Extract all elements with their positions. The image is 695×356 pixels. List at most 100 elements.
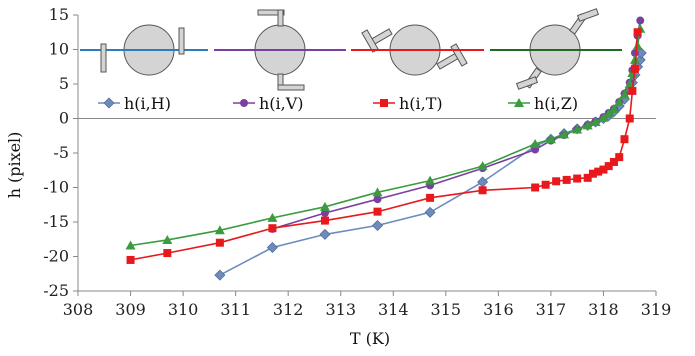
legend-marker <box>103 97 115 109</box>
tilted-probe <box>351 24 484 76</box>
data-point <box>598 112 609 122</box>
data-point <box>620 135 629 144</box>
data-point <box>214 269 226 281</box>
data-point <box>477 161 488 171</box>
probe-arm <box>277 84 305 91</box>
legend-item-h(i,H): h(i,H) <box>98 94 171 113</box>
data-point <box>319 228 331 240</box>
probe-arm <box>257 9 285 16</box>
data-point <box>604 162 613 171</box>
tilted-probe-z <box>490 8 622 90</box>
data-point <box>268 224 277 233</box>
x-tick-label: 319 <box>641 300 672 319</box>
legend-item-h(i,T): h(i,T) <box>373 94 443 113</box>
data-point <box>630 64 639 73</box>
probe-illustrations <box>80 8 622 91</box>
data-point <box>632 41 643 51</box>
x-tick-label: 308 <box>63 300 94 319</box>
data-point <box>162 234 173 244</box>
data-point <box>531 183 540 192</box>
probe-arm <box>515 76 539 90</box>
data-point <box>599 165 608 174</box>
data-point <box>320 216 329 225</box>
x-tick-label: 313 <box>325 300 356 319</box>
data-point <box>625 114 634 123</box>
legend-marker <box>240 99 248 107</box>
legend: h(i,H) h(i,V) h(i,T) h(i,Z) <box>98 94 578 113</box>
y-tick-label: -25 <box>43 281 69 300</box>
data-point <box>424 206 436 218</box>
data-point <box>373 195 382 204</box>
data-point <box>628 86 637 95</box>
legend-label: h(i,V) <box>259 94 304 113</box>
data-point <box>373 207 382 216</box>
horizontal-probe <box>80 24 208 76</box>
y-tick-label: -10 <box>43 178 69 197</box>
x-tick-label: 312 <box>273 300 304 319</box>
data-point <box>372 187 383 197</box>
data-point <box>594 167 603 176</box>
data-point <box>214 225 225 235</box>
data-point <box>478 186 487 195</box>
x-tick-label: 314 <box>378 300 409 319</box>
data-point <box>636 16 645 25</box>
legend-item-h(i,V): h(i,V) <box>233 94 304 113</box>
y-tick-label: 10 <box>49 40 69 59</box>
data-point <box>477 176 489 188</box>
legend-label: h(i,H) <box>124 94 171 113</box>
y-tick-label: -20 <box>43 247 69 266</box>
y-tick-label: 5 <box>59 74 69 93</box>
data-point <box>572 124 583 134</box>
data-point <box>319 201 330 211</box>
data-point <box>559 129 570 139</box>
data-point <box>562 175 571 184</box>
y-tick-label: -5 <box>53 143 69 162</box>
y-tick-label: 0 <box>59 109 69 128</box>
y-tick-label: 15 <box>49 5 69 24</box>
probe-arm <box>277 9 284 27</box>
data-point <box>615 153 624 162</box>
x-tick-label: 309 <box>115 300 146 319</box>
x-tick-label: 315 <box>431 300 462 319</box>
data-point <box>545 134 556 144</box>
data-point <box>633 28 642 37</box>
y-axis-title: h (pixel) <box>5 132 24 199</box>
probe-arm <box>178 27 185 55</box>
legend-marker <box>514 98 524 107</box>
data-point <box>608 103 619 113</box>
data-point <box>320 209 329 218</box>
x-tick-label: 311 <box>220 300 251 319</box>
data-point <box>125 240 136 250</box>
data-point <box>372 219 384 231</box>
legend-label: h(i,Z) <box>534 94 578 113</box>
series-h(i,T) <box>126 28 642 264</box>
data-point <box>590 116 601 126</box>
legend-label: h(i,T) <box>399 94 443 113</box>
data-point <box>163 249 172 258</box>
data-point <box>588 169 597 178</box>
data-point <box>552 177 561 186</box>
data-point <box>541 180 550 189</box>
data-point <box>126 255 135 264</box>
data-point <box>426 193 435 202</box>
x-tick-label: 316 <box>483 300 514 319</box>
vertical-probe <box>214 9 346 91</box>
data-point <box>266 242 278 254</box>
data-point <box>582 120 593 130</box>
legend-marker <box>380 99 388 107</box>
legend-item-h(i,Z): h(i,Z) <box>508 94 578 113</box>
data-point <box>267 212 278 222</box>
probe-arm <box>576 8 600 22</box>
y-tick-label: -15 <box>43 212 69 231</box>
x-axis-title: T (K) <box>350 329 390 348</box>
series-layer <box>125 16 647 281</box>
data-point <box>215 238 224 247</box>
x-tick-label: 317 <box>536 300 567 319</box>
x-tick-label: 310 <box>168 300 199 319</box>
data-point <box>603 108 614 118</box>
x-tick-label: 318 <box>588 300 619 319</box>
data-point <box>609 157 618 166</box>
data-point <box>614 96 625 106</box>
